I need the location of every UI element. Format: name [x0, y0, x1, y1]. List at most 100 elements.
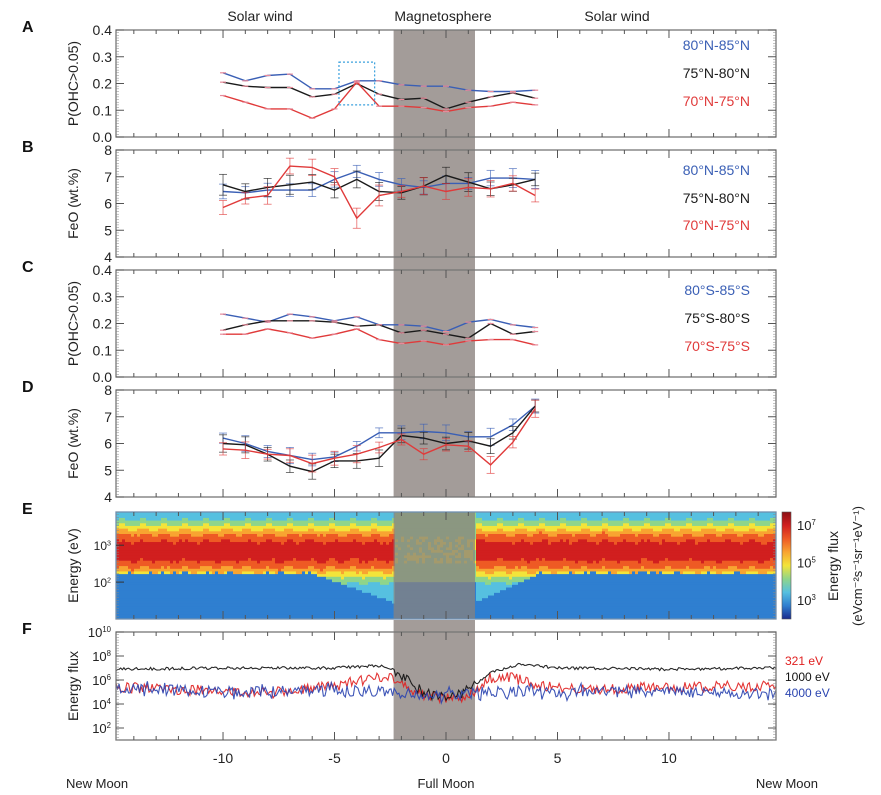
spectrogram-cell: [338, 600, 342, 604]
spectrogram-cell: [263, 581, 267, 585]
spectrogram-cell: [257, 536, 261, 540]
spectrogram-cell: [347, 568, 351, 572]
spectrogram-cell: [260, 592, 264, 596]
spectrogram-cell: [365, 578, 369, 583]
spectrogram-cell: [116, 554, 120, 559]
spectrogram-cell: [230, 592, 234, 596]
spectrogram-cell: [215, 530, 219, 534]
spectrogram-cell: [347, 578, 351, 583]
spectrogram-cell: [377, 568, 381, 572]
spectrogram-cell: [242, 610, 246, 615]
spectrogram-cell: [368, 562, 372, 567]
spectrogram-cell: [365, 536, 369, 540]
spectrogram-cell: [365, 570, 369, 575]
spectrogram-cell: [290, 560, 294, 564]
spectrogram-cell: [248, 530, 252, 534]
spectrogram-cell: [146, 530, 150, 534]
spectrogram-cell: [254, 586, 258, 591]
spectrogram-cell: [167, 562, 171, 567]
spectrogram-cell: [290, 605, 294, 609]
spectrogram-cell: [389, 610, 393, 615]
spectrogram-cell: [380, 541, 384, 545]
spectrogram-cell: [296, 538, 300, 543]
spectrogram-cell: [344, 520, 348, 524]
spectrogram-cell: [332, 530, 336, 534]
spectrogram-cell: [284, 586, 288, 591]
spectrogram-cell: [326, 610, 330, 615]
spectrogram-cell: [161, 525, 165, 529]
spectrogram-cell: [122, 514, 126, 518]
spectrogram-cell: [116, 560, 120, 564]
spectrogram-cell: [260, 514, 264, 518]
spectrogram-cell: [158, 597, 162, 601]
spectrogram-cell: [230, 584, 234, 588]
spectrogram-cell: [158, 554, 162, 559]
spectrogram-cell: [221, 565, 225, 569]
spectrogram-cell: [116, 602, 120, 607]
spectrogram-cell: [122, 560, 126, 564]
spectrogram-cell: [329, 514, 333, 518]
spectrogram-cell: [125, 589, 129, 593]
spectrogram-cell: [359, 528, 363, 532]
spectrogram-cell: [131, 594, 135, 599]
spectrogram-cell: [212, 528, 216, 532]
spectrogram-cell: [311, 525, 315, 529]
spectrogram-cell: [152, 597, 156, 601]
spectrogram-cell: [287, 552, 291, 556]
spectrogram-cell: [134, 578, 138, 583]
spectrogram-cell: [332, 586, 336, 591]
spectrogram-cell: [149, 536, 153, 540]
spectrogram-cell: [347, 549, 351, 553]
spectrogram-cell: [329, 552, 333, 556]
spectrogram-cell: [347, 576, 351, 580]
spectrogram-cell: [212, 584, 216, 588]
spectrogram-cell: [275, 576, 279, 580]
spectrogram-cell: [158, 512, 162, 516]
spectrogram-cell: [215, 533, 219, 537]
spectrogram-cell: [362, 576, 366, 580]
spectrogram-cell: [260, 570, 264, 575]
spectrogram-cell: [242, 594, 246, 599]
spectrogram-cell: [182, 533, 186, 537]
spectrogram-cell: [329, 573, 333, 577]
spectrogram-cell: [134, 608, 138, 612]
spectrogram-cell: [167, 594, 171, 599]
spectrogram-cell: [131, 573, 135, 577]
spectrogram-cell: [203, 616, 207, 619]
spectrogram-cell: [323, 552, 327, 556]
spectrogram-cell: [242, 584, 246, 588]
spectrogram-cell: [275, 589, 279, 593]
spectrogram-cell: [218, 576, 222, 580]
spectrogram-cell: [149, 549, 153, 553]
spectrogram-cell: [317, 586, 321, 591]
spectrogram-cell: [161, 565, 165, 569]
spectrogram-cell: [341, 613, 345, 617]
spectrogram-cell: [287, 536, 291, 540]
spectrogram-cell: [188, 533, 192, 537]
spectrogram-cell: [482, 573, 486, 577]
spectrogram-cell: [134, 562, 138, 567]
spectrogram-cell: [122, 600, 126, 604]
spectrogram-cell: [254, 514, 258, 518]
spectrogram-cell: [275, 549, 279, 553]
spectrogram-cell: [251, 533, 255, 537]
spectrogram-cell: [371, 541, 375, 545]
spectrogram-cell: [296, 578, 300, 583]
spectrogram-cell: [191, 562, 195, 567]
spectrogram-cell: [266, 552, 270, 556]
spectrogram-cell: [482, 544, 486, 548]
spectrogram-cell: [317, 522, 321, 526]
spectrogram-cell: [209, 536, 213, 540]
spectrogram-cell: [233, 554, 237, 559]
spectrogram-cell: [332, 552, 336, 556]
spectrogram-cell: [227, 538, 231, 543]
spectrogram-cell: [482, 576, 486, 580]
spectrogram-cell: [173, 565, 177, 569]
spectrogram-cell: [305, 602, 309, 607]
spectrogram-cell: [353, 512, 357, 516]
spectrogram-cell: [329, 544, 333, 548]
spectrogram-cell: [323, 562, 327, 567]
spectrogram-cell: [476, 605, 480, 609]
spectrogram-cell: [482, 608, 486, 612]
spectrogram-cell: [269, 514, 273, 518]
